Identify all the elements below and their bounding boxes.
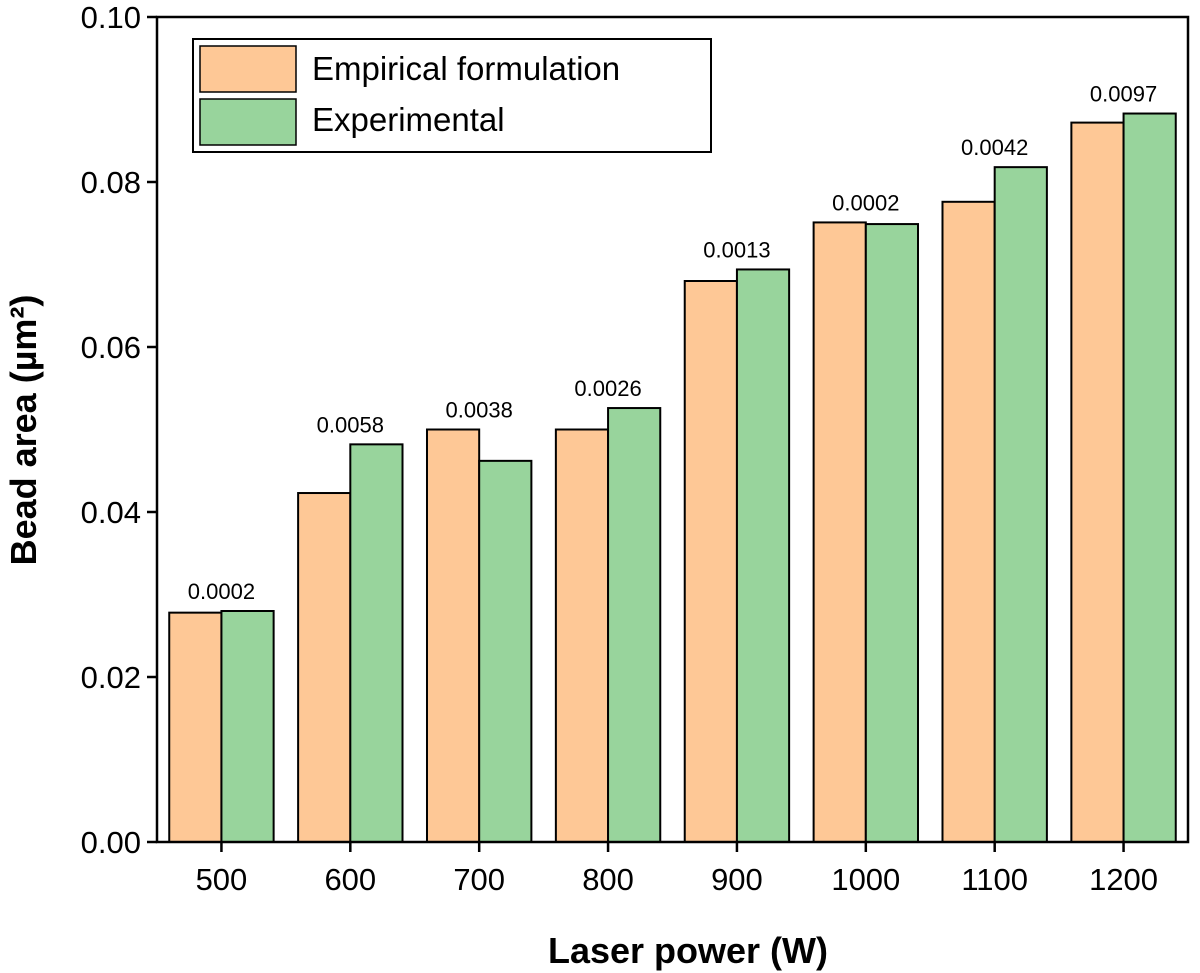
- data-label: 0.0013: [703, 237, 770, 262]
- y-tick-label: 0.00: [81, 825, 141, 860]
- x-axis: 500 600 700 800 900 1000 1100 1200: [196, 842, 1158, 897]
- x-tick-label: 900: [711, 862, 763, 897]
- legend-label-experimental: Experimental: [312, 101, 505, 138]
- data-labels-layer: 0.0002 0.0058 0.0038 0.0026 0.0013 0.0002 0.00…: [188, 82, 1157, 604]
- y-tick-label: 0.08: [81, 165, 141, 200]
- bar-experimental-600: [349, 443, 404, 843]
- bar-experimental-800: [607, 407, 662, 843]
- data-label: 0.0042: [961, 135, 1028, 160]
- x-axis-title: Laser power (W): [548, 930, 828, 971]
- bar-experimental-1100: [993, 166, 1048, 843]
- x-tick-label: 500: [196, 862, 248, 897]
- y-tick-label: 0.10: [81, 0, 141, 35]
- bar-empirical-900: [683, 280, 738, 843]
- y-axis-title: Bead area (µm²): [3, 295, 44, 566]
- bar-experimental-500: [220, 610, 275, 843]
- bar-empirical-700: [425, 428, 481, 843]
- bar-empirical-800: [554, 428, 610, 843]
- x-tick-label: 600: [324, 862, 376, 897]
- x-tick-label: 800: [582, 862, 634, 897]
- x-tick-label: 1200: [1089, 862, 1158, 897]
- y-tick-label: 0.04: [81, 495, 141, 530]
- data-label: 0.0026: [574, 376, 641, 401]
- legend-label-empirical: Empirical formulation: [312, 50, 620, 87]
- legend-swatch-experimental: [199, 98, 297, 146]
- data-label: 0.0002: [832, 190, 899, 215]
- x-tick-label: 1000: [831, 862, 900, 897]
- data-label: 0.0038: [446, 398, 513, 423]
- bar-experimental-700: [478, 459, 533, 843]
- bar-empirical-1000: [812, 221, 867, 844]
- bar-experimental-900: [735, 268, 791, 843]
- y-tick-label: 0.06: [81, 330, 141, 365]
- bars-layer: [168, 112, 1177, 844]
- data-label: 0.0097: [1090, 82, 1157, 107]
- bar-experimental-1200: [1122, 112, 1177, 843]
- x-tick-label: 1100: [961, 862, 1028, 897]
- data-label: 0.0058: [317, 412, 384, 437]
- x-tick-label: 700: [453, 862, 505, 897]
- y-axis: 0.00 0.02 0.04 0.06 0.08 0.10: [81, 0, 157, 860]
- bar-experimental-1000: [864, 223, 920, 843]
- plot-frame: [155, 15, 1190, 844]
- bar-empirical-500: [168, 611, 223, 844]
- legend: Empirical formulation Experimental: [192, 38, 712, 153]
- legend-swatch-empirical: [199, 45, 297, 93]
- bar-empirical-1200: [1070, 121, 1125, 844]
- data-label: 0.0002: [188, 579, 255, 604]
- y-tick-label: 0.02: [81, 660, 141, 695]
- bar-empirical-600: [297, 492, 352, 843]
- bar-empirical-1100: [941, 200, 996, 844]
